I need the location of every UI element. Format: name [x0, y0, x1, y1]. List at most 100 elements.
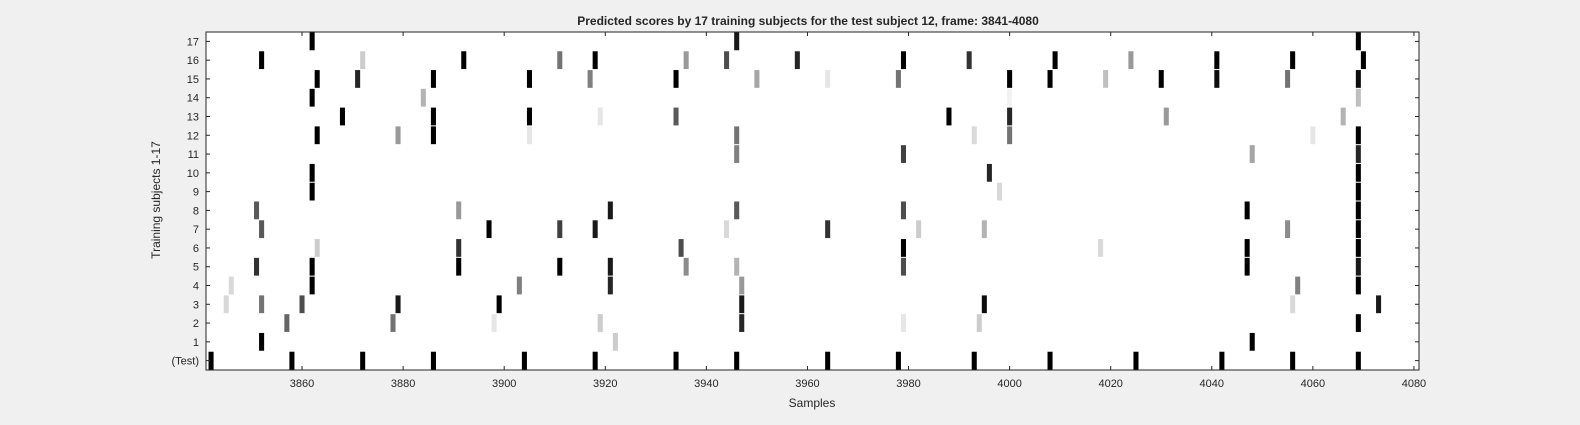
- heatmap-cell: [1355, 32, 1361, 51]
- heatmap-cell: [607, 257, 613, 276]
- heatmap-cell: [259, 295, 265, 314]
- heatmap-cell: [430, 351, 436, 370]
- heatmap-cell: [1355, 257, 1361, 276]
- heatmap-cell: [309, 88, 315, 107]
- x-tick-label: 3880: [391, 378, 415, 390]
- heatmap-cell: [254, 257, 260, 276]
- heatmap-cell: [734, 126, 740, 145]
- heatmap-cell: [739, 276, 745, 295]
- heatmap-cell: [521, 351, 527, 370]
- heatmap-cell: [825, 220, 831, 239]
- y-tick-label: 9: [193, 187, 199, 199]
- heatmap-cell: [1098, 239, 1104, 257]
- heatmap-cell: [456, 201, 462, 220]
- heatmap-cell: [734, 257, 740, 276]
- heatmap-cell: [673, 351, 679, 370]
- y-tick-label: 2: [193, 318, 199, 330]
- heatmap-cell: [430, 107, 436, 126]
- heatmap-cell: [673, 107, 679, 126]
- heatmap-cell: [1128, 51, 1134, 70]
- heatmap-cell: [966, 51, 972, 70]
- heatmap-cell: [981, 220, 987, 239]
- heatmap-cell: [390, 314, 396, 332]
- heatmap-cell: [1290, 51, 1296, 70]
- heatmap-cell: [1340, 107, 1346, 126]
- heatmap-cell: [734, 32, 740, 51]
- heatmap-cell: [976, 314, 982, 332]
- heatmap-cell: [900, 257, 906, 276]
- heatmap-cell: [420, 88, 426, 107]
- heatmap-cell: [597, 314, 603, 332]
- heatmap-cell: [314, 70, 320, 88]
- heatmap-cell: [1355, 201, 1361, 220]
- y-axis-label: Training subjects 1-17: [149, 141, 163, 259]
- heatmap-cell: [1052, 51, 1058, 70]
- heatmap-cell: [1214, 70, 1220, 88]
- y-tick-label: 11: [188, 149, 199, 161]
- x-tick-label: 4020: [1098, 378, 1122, 390]
- heatmap-cell: [981, 295, 987, 314]
- y-tick-label: 14: [187, 93, 199, 105]
- heatmap-cell: [1355, 314, 1361, 332]
- heatmap-cell: [1355, 276, 1361, 295]
- heatmap-cell: [1355, 220, 1361, 239]
- heatmap-cell: [1249, 145, 1255, 163]
- heatmap-cell: [1047, 70, 1053, 88]
- heatmap-cell: [678, 239, 684, 257]
- heatmap-cell: [1249, 332, 1255, 351]
- heatmap-cell: [309, 163, 315, 182]
- y-tick-label: 8: [193, 205, 199, 217]
- heatmap-cell: [557, 51, 563, 70]
- heatmap-cell: [299, 295, 305, 314]
- heatmap-cell: [587, 70, 593, 88]
- heatmap-cell: [526, 126, 532, 145]
- heatmap-cell: [496, 295, 502, 314]
- heatmap-cell: [1355, 163, 1361, 182]
- heatmap-cell: [1244, 257, 1250, 276]
- plot-frame: [205, 31, 1420, 371]
- heatmap-cell: [259, 332, 265, 351]
- y-tick-label: (Test): [172, 356, 200, 368]
- heatmap-cell: [208, 351, 214, 370]
- heatmap-cell: [895, 351, 901, 370]
- heatmap-cell: [557, 257, 563, 276]
- heatmap-cell: [284, 314, 290, 332]
- heatmap-cell: [289, 351, 295, 370]
- heatmap-cell: [1007, 88, 1013, 107]
- heatmap-cell: [1355, 70, 1361, 88]
- heatmap-cell: [1047, 351, 1053, 370]
- heatmap-cell: [1310, 126, 1316, 145]
- heatmap-cell: [339, 107, 345, 126]
- heatmap-cell: [309, 257, 315, 276]
- x-tick-label: 4060: [1301, 378, 1325, 390]
- heatmap-cell: [456, 239, 462, 257]
- heatmap-cell: [461, 51, 467, 70]
- heatmap-cell: [395, 126, 401, 145]
- heatmap-cell: [516, 276, 522, 295]
- heatmap-cell: [900, 314, 906, 332]
- heatmap-cell: [916, 220, 922, 239]
- heatmap-cell: [526, 107, 532, 126]
- heatmap-cell: [1244, 201, 1250, 220]
- heatmap-cell: [1103, 70, 1109, 88]
- heatmap-cell: [223, 295, 229, 314]
- heatmap-cell: [1295, 276, 1301, 295]
- heatmap-cell: [734, 145, 740, 163]
- heatmap-cell: [724, 220, 730, 239]
- heatmap-cell: [734, 201, 740, 220]
- heatmap-cell: [395, 295, 401, 314]
- heatmap-cell: [430, 70, 436, 88]
- y-tick-label: 13: [187, 112, 199, 124]
- heatmap-cell: [986, 163, 992, 182]
- heatmap-cell: [1158, 70, 1164, 88]
- y-tick-label: 10: [187, 168, 199, 180]
- heatmap-cell: [946, 107, 952, 126]
- heatmap-cell: [259, 220, 265, 239]
- x-tick-label: 4080: [1402, 378, 1426, 390]
- x-tick-label: 3920: [593, 378, 617, 390]
- x-tick-label: 3900: [492, 378, 516, 390]
- cells-layer: [208, 32, 1382, 370]
- heatmap-cell: [612, 332, 618, 351]
- heatmap-cell: [996, 182, 1003, 201]
